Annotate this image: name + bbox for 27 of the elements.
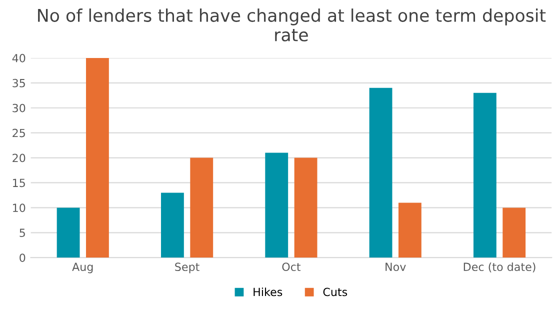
y-tick-label: 35: [12, 78, 25, 88]
bar: [161, 192, 184, 258]
bar: [294, 158, 318, 258]
bar: [369, 88, 392, 258]
legend-label: Cuts: [323, 288, 348, 296]
y-tick-label: 0: [20, 254, 26, 262]
y-tick-label: 30: [12, 104, 26, 112]
y-tick-label: 20: [12, 154, 26, 162]
x-tick-label: Sept: [175, 262, 200, 274]
bar: [473, 92, 496, 258]
legend-label: Hikes: [254, 288, 282, 296]
bar: [398, 202, 422, 258]
bar: [502, 208, 526, 258]
y-tick-label: 40: [12, 54, 26, 62]
x-tick-label: Oct: [282, 262, 301, 272]
x-tick-label: Dec (to date): [464, 262, 536, 272]
y-tick-label: 10: [13, 204, 26, 212]
y-tick-label: 15: [13, 178, 25, 188]
bar: [56, 208, 80, 258]
bar: [190, 158, 214, 258]
y-tick-label: 25: [12, 128, 25, 138]
bar: [86, 58, 109, 258]
y-tick-label: 5: [20, 228, 25, 238]
chart-title: No of lenders that have changed at least one term deposit rate: [38, 8, 546, 42]
bar: [265, 152, 288, 258]
x-tick-label: Nov: [386, 262, 406, 272]
x-tick-label: Aug: [72, 262, 93, 274]
